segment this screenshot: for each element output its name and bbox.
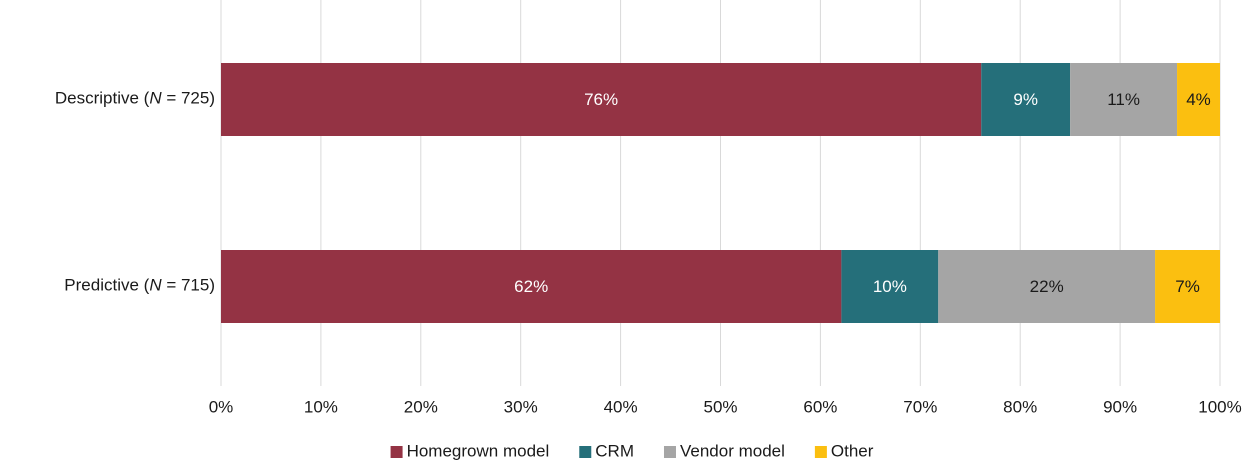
- legend-swatch: [814, 446, 827, 458]
- legend-swatch: [579, 446, 592, 458]
- bar-segment: [981, 63, 1071, 136]
- x-tick-label: 0%: [209, 397, 234, 416]
- legend: Homegrown model CRM Vendor model Other: [390, 441, 874, 460]
- category-label: Descriptive (N = 725): [55, 89, 215, 108]
- data-label: 22%: [1030, 277, 1064, 296]
- legend-label: CRM: [595, 441, 634, 460]
- grid: [220, 0, 1221, 386]
- x-tick-label: 40%: [604, 397, 638, 416]
- data-label: 76%: [584, 90, 618, 109]
- x-tick-label: 80%: [1003, 397, 1037, 416]
- data-label: 7%: [1175, 277, 1200, 296]
- x-tick-label: 70%: [903, 397, 937, 416]
- x-tick-label: 90%: [1103, 397, 1137, 416]
- bar-segment: [221, 63, 982, 136]
- legend-label: Other: [831, 441, 874, 460]
- legend-swatch: [663, 446, 676, 458]
- bar-segment: [938, 250, 1156, 323]
- legend-swatch: [390, 446, 403, 458]
- legend-label: Homegrown model: [407, 441, 550, 460]
- category-label: Predictive (N = 715): [64, 276, 215, 295]
- data-label: 10%: [873, 277, 907, 296]
- x-tick-label: 30%: [504, 397, 538, 416]
- data-label: 62%: [514, 277, 548, 296]
- x-tick-label: 100%: [1198, 397, 1241, 416]
- legend-label: Vendor model: [680, 441, 785, 460]
- x-tick-label: 20%: [404, 397, 438, 416]
- data-label: 9%: [1013, 90, 1038, 109]
- bar-segment: [1070, 63, 1178, 136]
- x-tick-label: 50%: [703, 397, 737, 416]
- bar-segment: [1155, 250, 1220, 323]
- bar-segment: [1177, 63, 1220, 136]
- x-tick-label: 60%: [803, 397, 837, 416]
- bar-segment: [841, 250, 939, 323]
- bar-segment: [221, 250, 842, 323]
- x-tick-label: 10%: [304, 397, 338, 416]
- data-label: 11%: [1107, 90, 1140, 109]
- data-label: 4%: [1186, 90, 1211, 109]
